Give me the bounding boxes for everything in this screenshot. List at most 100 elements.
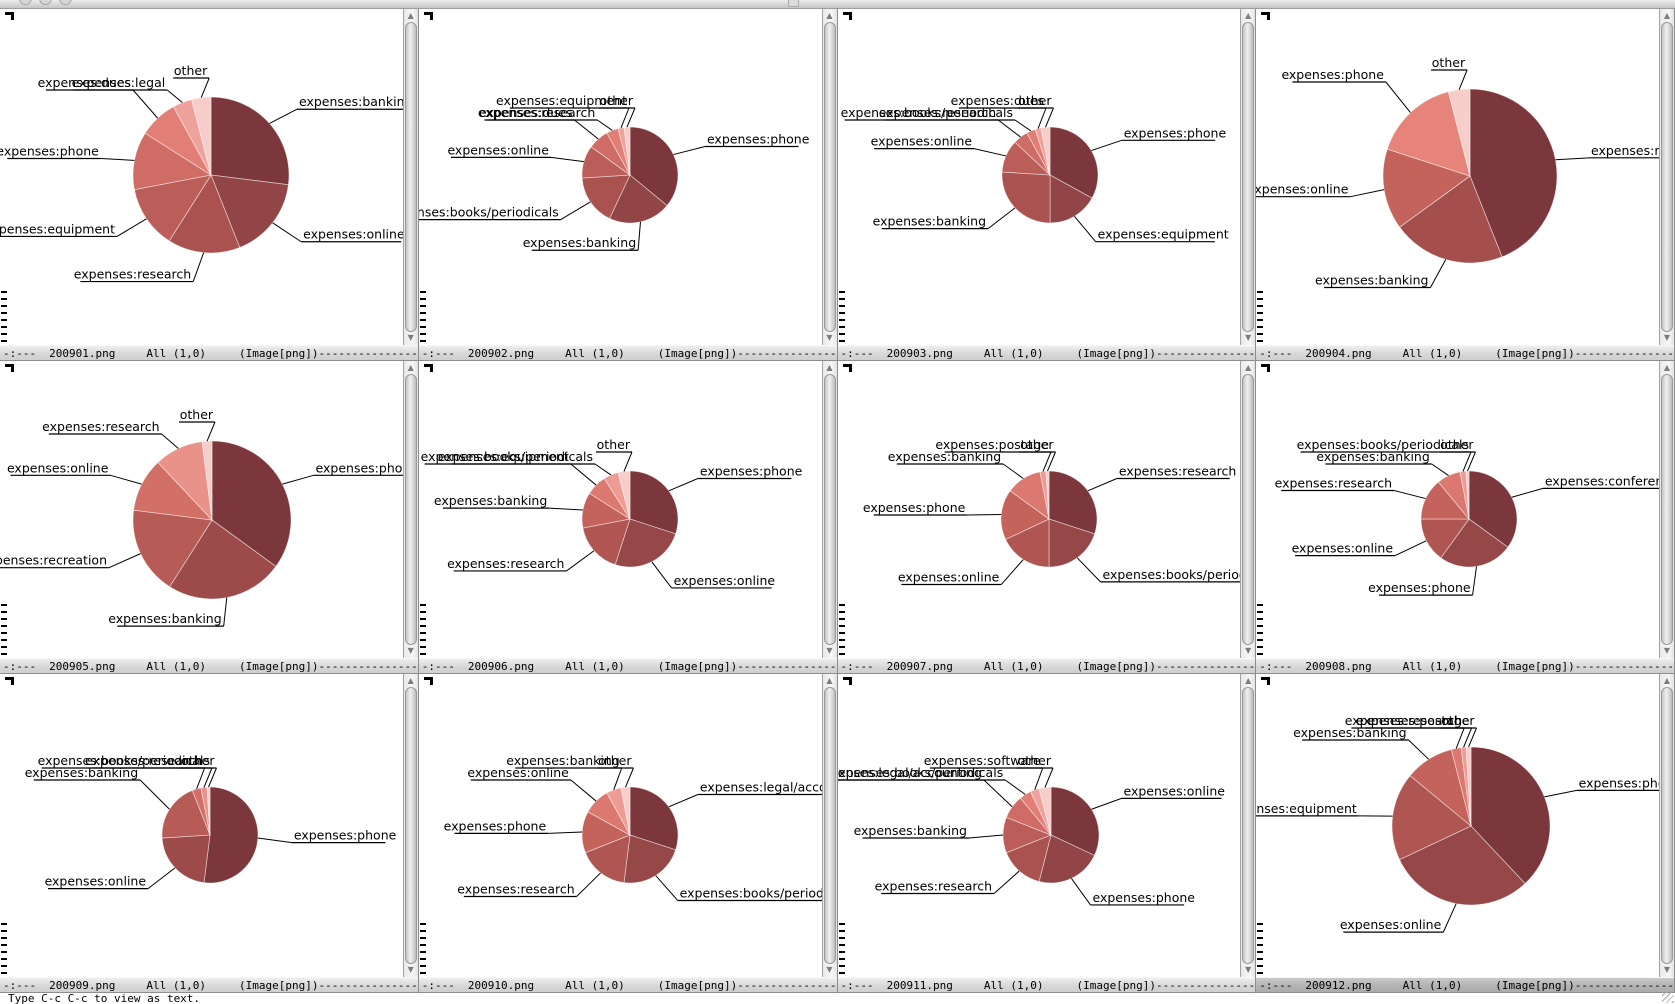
scrollbar[interactable]: ▲ ▼ bbox=[821, 361, 837, 658]
scrollbar-thumb[interactable] bbox=[404, 374, 417, 645]
modeline[interactable]: -:--- 200901.png All (1,0) (Image[png])----… bbox=[0, 345, 418, 361]
scrollbar-thumb[interactable] bbox=[823, 374, 836, 645]
scroll-up-arrow-icon[interactable]: ▲ bbox=[1663, 11, 1671, 20]
scrollbar[interactable]: ▲ ▼ bbox=[402, 361, 418, 658]
scroll-up-arrow-icon[interactable]: ▲ bbox=[826, 363, 833, 372]
label-leader-line bbox=[1443, 903, 1457, 933]
scroll-up-arrow-icon[interactable]: ▲ bbox=[407, 11, 414, 20]
minimize-button[interactable] bbox=[39, 0, 52, 5]
modeline-dashes: ---------------------------------------- bbox=[1155, 347, 1256, 360]
scroll-down-arrow-icon[interactable]: ▼ bbox=[407, 965, 414, 974]
image-buffer-view[interactable]: expenses:phone expenses:banking expenses:b… bbox=[418, 9, 837, 345]
scroll-up-arrow-icon[interactable]: ▲ bbox=[1245, 363, 1252, 372]
modeline[interactable]: -:--- 200908.png All (1,0) (Image[png])----… bbox=[1256, 658, 1674, 674]
image-buffer-view[interactable]: expenses:phone expenses:online expenses:ba… bbox=[0, 674, 418, 977]
image-buffer-view[interactable]: expenses:research expenses:banking expense… bbox=[1256, 9, 1674, 345]
pie-chart-image: expenses:phone expenses:online expenses:re… bbox=[420, 437, 802, 589]
scrollbar-thumb[interactable] bbox=[1661, 22, 1673, 332]
scrollbar[interactable]: ▲ ▼ bbox=[1659, 674, 1674, 977]
scroll-down-arrow-icon[interactable]: ▼ bbox=[407, 646, 414, 655]
scroll-down-arrow-icon[interactable]: ▼ bbox=[826, 646, 833, 655]
scrollbar[interactable]: ▲ ▼ bbox=[1240, 674, 1256, 977]
scrollbar-thumb[interactable] bbox=[823, 687, 836, 964]
pie-label: other bbox=[1432, 55, 1466, 70]
scroll-down-arrow-icon[interactable]: ▼ bbox=[1245, 333, 1252, 342]
scroll-down-arrow-icon[interactable]: ▼ bbox=[1663, 333, 1671, 342]
scrollbar[interactable]: ▲ ▼ bbox=[1659, 9, 1674, 345]
scrollbar-thumb[interactable] bbox=[1242, 374, 1255, 645]
scrollbar-thumb[interactable] bbox=[823, 22, 836, 332]
modeline-mode: (Image[png]) bbox=[238, 660, 319, 673]
scroll-up-arrow-icon[interactable]: ▲ bbox=[1245, 676, 1252, 685]
scroll-up-arrow-icon[interactable]: ▲ bbox=[826, 11, 833, 20]
label-leader-line bbox=[269, 108, 298, 124]
scroll-up-arrow-icon[interactable]: ▲ bbox=[1245, 11, 1252, 20]
modeline[interactable]: -:--- 200907.png All (1,0) (Image[png])----… bbox=[837, 658, 1256, 674]
label-leader-line bbox=[673, 146, 705, 156]
pie-label: expenses:banking bbox=[506, 753, 619, 768]
modeline[interactable]: -:--- 200905.png All (1,0) (Image[png])----… bbox=[0, 658, 418, 674]
label-leader-line bbox=[257, 837, 292, 844]
scrollbar[interactable]: ▲ ▼ bbox=[1240, 9, 1256, 345]
scrollbar-thumb[interactable] bbox=[1242, 687, 1255, 964]
label-leader-line bbox=[1350, 189, 1385, 198]
scrollbar-thumb[interactable] bbox=[1661, 687, 1673, 964]
scrollbar[interactable]: ▲ ▼ bbox=[1659, 361, 1674, 658]
modeline[interactable]: -:--- 200904.png All (1,0) (Image[png])----… bbox=[1256, 345, 1674, 361]
scrollbar[interactable]: ▲ ▼ bbox=[402, 674, 418, 977]
modeline-prefix: -:--- bbox=[1259, 979, 1293, 992]
scrollbar-thumb[interactable] bbox=[1661, 374, 1673, 645]
scroll-up-arrow-icon[interactable]: ▲ bbox=[826, 676, 833, 685]
image-buffer-view[interactable]: expenses:legal/accounting expenses:books/… bbox=[418, 674, 837, 977]
image-buffer-view[interactable]: expenses:banking expenses:online expenses:… bbox=[0, 9, 418, 345]
scroll-up-arrow-icon[interactable]: ▲ bbox=[1663, 676, 1671, 685]
modeline[interactable]: -:--- 200909.png All (1,0) (Image[png])----… bbox=[0, 977, 418, 993]
pie-label: expenses:software bbox=[923, 753, 1040, 768]
pie-label: expenses:phone bbox=[0, 144, 99, 159]
scroll-down-arrow-icon[interactable]: ▼ bbox=[826, 333, 833, 342]
image-buffer-view[interactable]: expenses:phone expenses:online expenses:re… bbox=[418, 361, 837, 658]
scrollbar-thumb[interactable] bbox=[1242, 22, 1255, 332]
scroll-down-arrow-icon[interactable]: ▼ bbox=[1663, 646, 1671, 655]
pie-label: expenses:books/periodicals bbox=[1102, 567, 1241, 582]
zoom-button[interactable] bbox=[59, 0, 72, 5]
scroll-down-arrow-icon[interactable]: ▼ bbox=[1663, 965, 1671, 974]
resize-grip[interactable] bbox=[1662, 991, 1674, 1003]
label-leader-line bbox=[651, 561, 672, 589]
label-leader-line bbox=[547, 831, 582, 834]
scroll-up-arrow-icon[interactable]: ▲ bbox=[1663, 363, 1671, 372]
image-buffer-view[interactable]: expenses:phone expenses:banking expenses:r… bbox=[0, 361, 418, 658]
scroll-up-arrow-icon[interactable]: ▲ bbox=[407, 363, 414, 372]
scrollbar-thumb[interactable] bbox=[404, 687, 417, 964]
modeline[interactable]: -:--- 200912.png All (1,0) (Image[png])----… bbox=[1256, 977, 1674, 993]
image-buffer-view[interactable]: expenses:conference expenses:phone expense… bbox=[1256, 361, 1674, 658]
emacs-window-200906.png: expenses:phone expenses:online expenses:re… bbox=[418, 361, 838, 674]
image-buffer-view[interactable]: expenses:online expenses:phone expenses:re… bbox=[837, 674, 1256, 977]
image-buffer-view[interactable]: expenses:phone expenses:online expenses:eq… bbox=[1256, 674, 1674, 977]
pie-label: expenses:phone bbox=[707, 131, 810, 146]
modeline[interactable]: -:--- 200911.png All (1,0) (Image[png])----… bbox=[837, 977, 1256, 993]
scroll-down-arrow-icon[interactable]: ▼ bbox=[1245, 646, 1252, 655]
modeline[interactable]: -:--- 200910.png All (1,0) (Image[png])----… bbox=[418, 977, 837, 993]
scrollbar[interactable]: ▲ ▼ bbox=[821, 674, 837, 977]
label-leader-line bbox=[549, 507, 583, 511]
image-buffer-view[interactable]: expenses:research expenses:books/periodic… bbox=[837, 361, 1256, 658]
modeline[interactable]: -:--- 200902.png All (1,0) (Image[png])----… bbox=[418, 345, 837, 361]
pie-label: expenses:phone bbox=[294, 828, 397, 843]
scroll-up-arrow-icon[interactable]: ▲ bbox=[407, 676, 414, 685]
scrollbar[interactable]: ▲ ▼ bbox=[821, 9, 837, 345]
close-button[interactable] bbox=[19, 0, 32, 5]
scroll-down-arrow-icon[interactable]: ▼ bbox=[1245, 965, 1252, 974]
scrollbar[interactable]: ▲ ▼ bbox=[402, 9, 418, 345]
modeline[interactable]: -:--- 200903.png All (1,0) (Image[png])----… bbox=[837, 345, 1256, 361]
label-leader-line bbox=[1042, 451, 1051, 472]
scroll-down-arrow-icon[interactable]: ▼ bbox=[407, 333, 414, 342]
scrollbar-thumb[interactable] bbox=[404, 22, 417, 332]
scrollbar[interactable]: ▲ ▼ bbox=[1240, 361, 1256, 658]
modeline[interactable]: -:--- 200906.png All (1,0) (Image[png])----… bbox=[418, 658, 837, 674]
label-leader-line bbox=[620, 107, 630, 129]
fringe-corner-mark bbox=[423, 364, 433, 372]
scroll-down-arrow-icon[interactable]: ▼ bbox=[826, 965, 833, 974]
image-buffer-view[interactable]: expenses:phone expenses:equipment expenses… bbox=[837, 9, 1256, 345]
pie-chart-image: expenses:legal/accounting expenses:books/… bbox=[443, 753, 822, 902]
